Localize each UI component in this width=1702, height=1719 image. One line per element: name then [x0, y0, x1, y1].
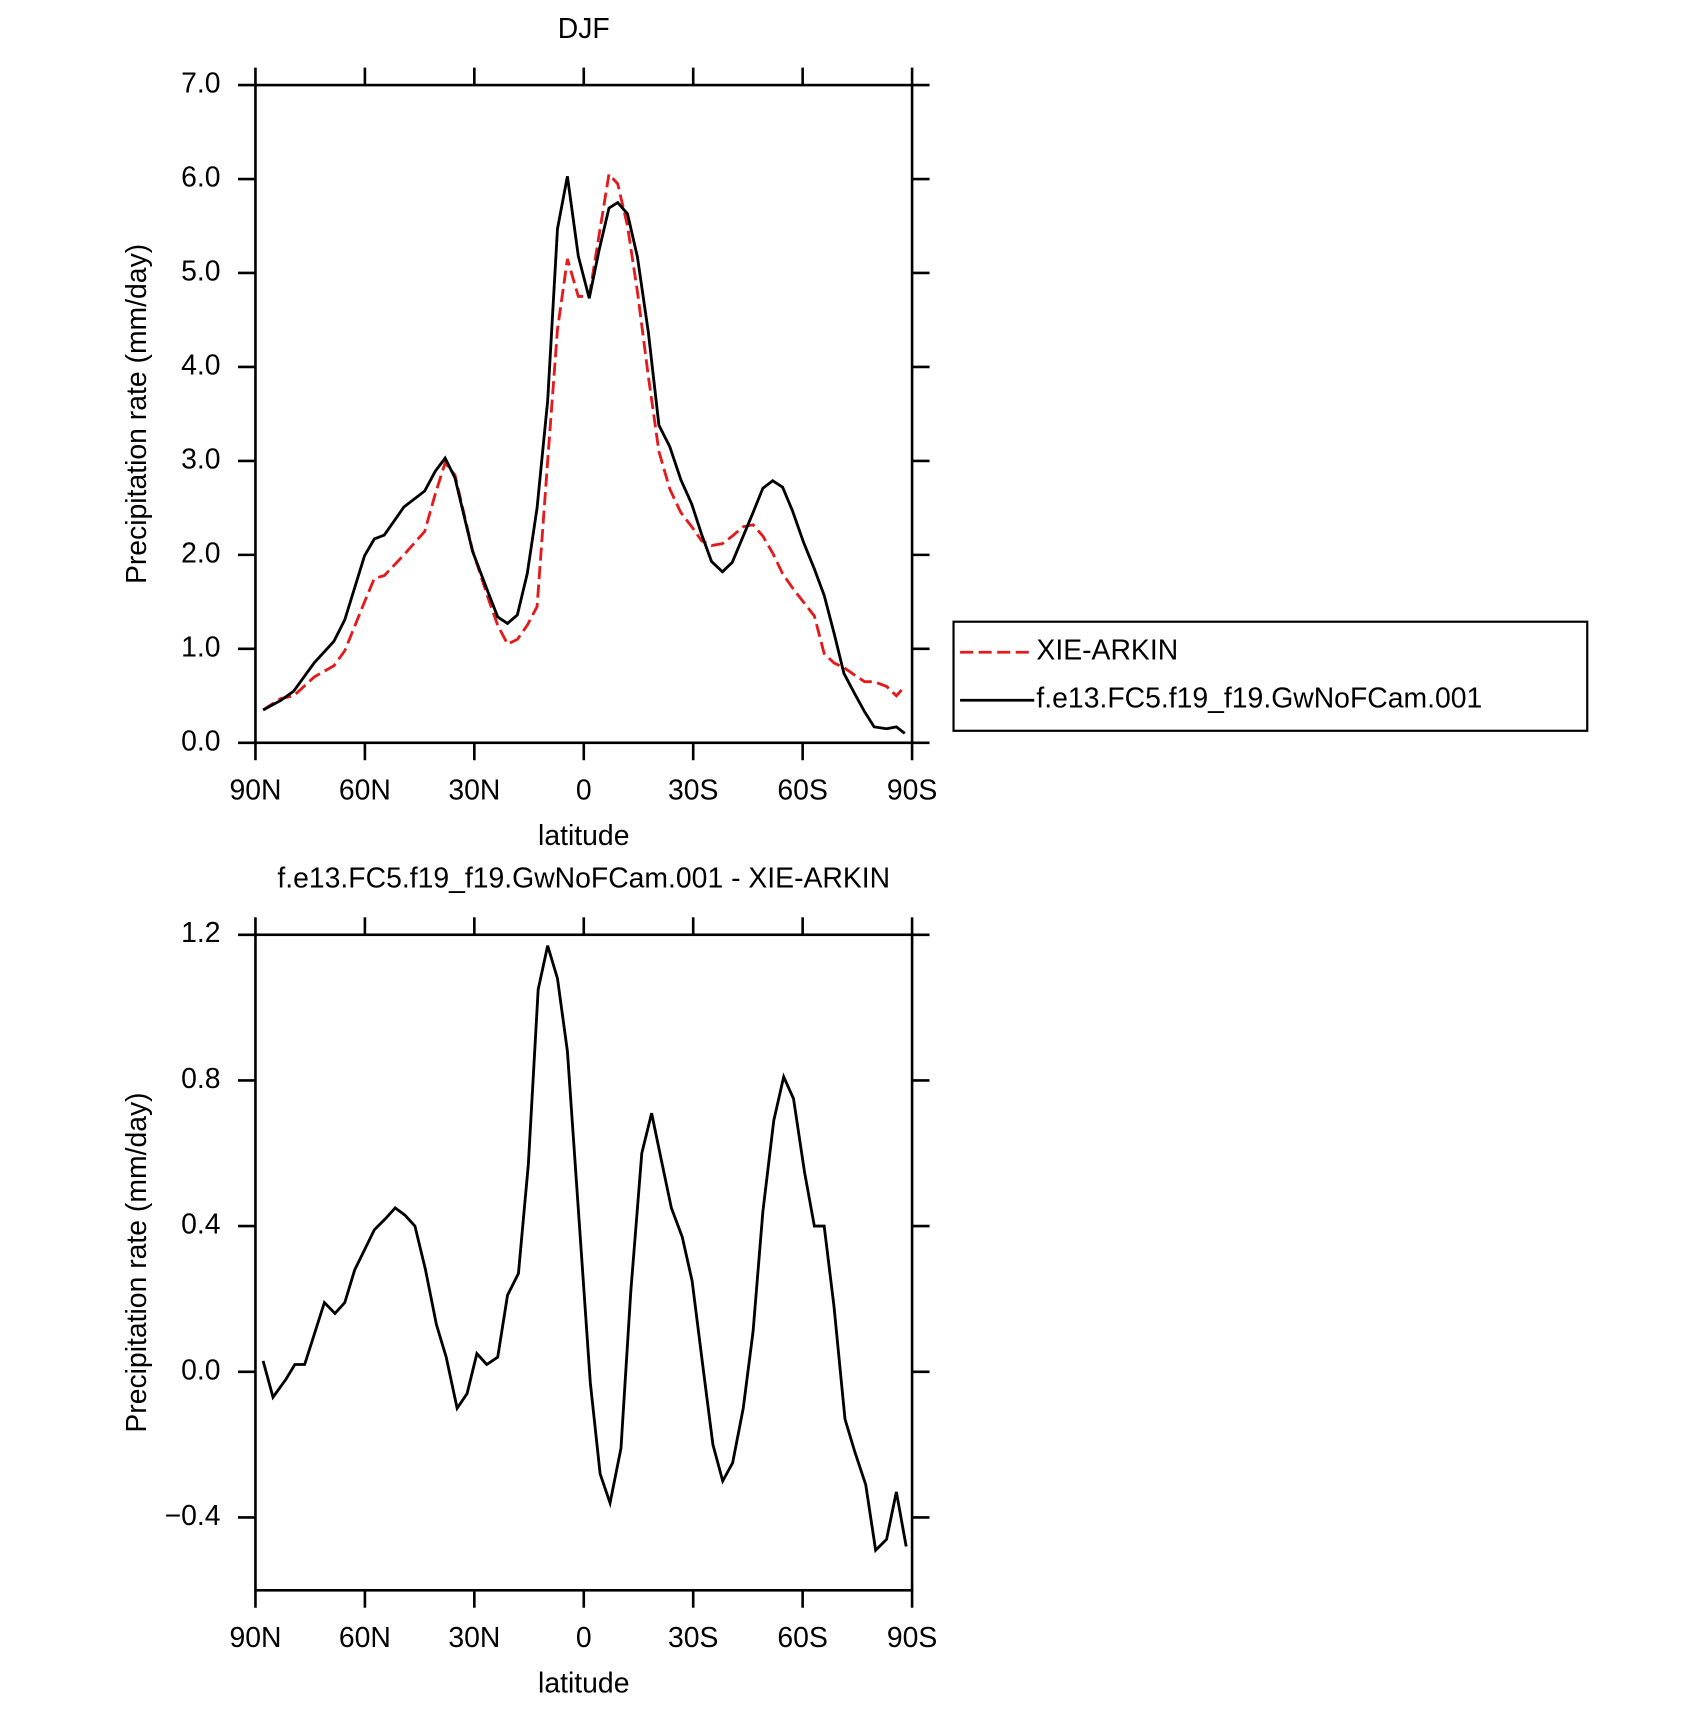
x-tick-label: 30S: [668, 1622, 718, 1654]
x-axis-label: latitude: [538, 1668, 629, 1700]
y-tick-label: 1.2: [181, 917, 220, 949]
x-tick-label: 30S: [668, 774, 718, 806]
y-tick-label: 7.0: [181, 68, 220, 100]
y-tick-label: 0.4: [181, 1209, 220, 1241]
y-tick-label: 3.0: [181, 443, 220, 475]
x-tick-label: 90S: [887, 774, 937, 806]
x-tick-label: 60S: [777, 1622, 827, 1654]
y-tick-label: 0.0: [181, 725, 220, 757]
plot-frame: [254, 83, 914, 745]
x-tick-label: 30N: [448, 774, 500, 806]
x-tick-label: 60N: [339, 1622, 391, 1654]
legend-label: XIE-ARKIN: [1036, 635, 1178, 667]
x-axis-label: latitude: [538, 820, 629, 852]
y-tick-label: 2.0: [181, 537, 220, 569]
y-tick-label: 0.8: [181, 1063, 220, 1095]
data-line: [262, 175, 906, 735]
x-tick-label: 90S: [887, 1622, 937, 1654]
chart-title: f.e13.FC5.f19_f19.GwNoFCam.001 - XIE-ARK…: [277, 863, 890, 895]
x-tick-label: 90N: [229, 1622, 281, 1654]
plot-frame: [254, 933, 914, 1592]
x-tick-label: 0: [576, 774, 592, 806]
y-tick-label: −0.4: [165, 1500, 221, 1532]
data-line: [262, 171, 906, 712]
chart-title: DJF: [558, 13, 610, 45]
y-tick-label: 6.0: [181, 162, 220, 194]
x-tick-label: 30N: [448, 1622, 500, 1654]
x-tick-label: 60N: [339, 774, 391, 806]
legend-label: f.e13.FC5.f19_f19.GwNoFCam.001: [1036, 683, 1482, 715]
y-tick-label: 5.0: [181, 255, 220, 287]
y-axis-label: Precipitation rate (mm/day): [121, 1092, 153, 1432]
y-tick-label: 0.0: [181, 1354, 220, 1386]
legend-frame: [952, 620, 1589, 732]
x-tick-label: 90N: [229, 774, 281, 806]
data-line: [261, 945, 908, 1554]
y-tick-label: 4.0: [181, 349, 220, 381]
y-axis-label: Precipitation rate (mm/day): [121, 244, 153, 584]
x-tick-label: 60S: [777, 774, 827, 806]
x-tick-label: 0: [576, 1622, 592, 1654]
y-tick-label: 1.0: [181, 631, 220, 663]
